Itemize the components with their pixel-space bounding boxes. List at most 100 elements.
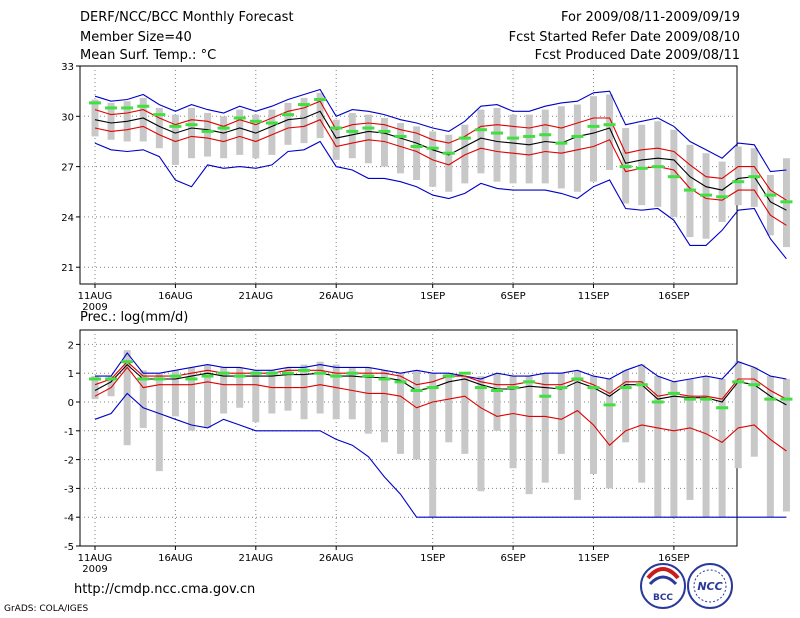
ensemble-box [782,378,790,512]
precipitation-panel: -5 -4 -3 -2 -1 0 1 2 11AUG 16AUG 21AUG 26AUG 1SEP 6SE… [64,329,793,575]
ensemble-box [268,370,276,414]
obs-marker [281,113,294,117]
obs-marker [394,134,407,138]
forecast-period: For 2009/08/11-2009/09/19 [561,10,740,25]
y-tick-label: 2 [68,340,74,351]
obs-marker [330,374,343,378]
ensemble-box [429,131,437,187]
obs-marker [265,371,278,375]
obs-marker [748,383,761,387]
ensemble-box [397,373,405,454]
ensemble-box [445,134,453,192]
y-tick-label: 27 [61,163,74,174]
obs-marker [780,200,793,204]
obs-marker [410,144,423,148]
y-tick-label: -2 [64,456,74,467]
ensemble-box [171,370,179,417]
upper-line [94,100,787,201]
y-tick-label: 24 [61,213,74,224]
obs-marker [153,377,166,381]
ensemble-box [493,107,501,182]
ensemble-box [252,370,260,423]
ensemble-box [107,102,115,140]
ensemble-box [509,114,517,184]
obs-marker [233,374,246,378]
ensemble-box [766,376,774,518]
ensemble-box [316,361,324,414]
obs-marker [651,165,664,169]
obs-marker [378,129,391,133]
ensemble-box [573,370,581,500]
ensemble-box [670,381,678,518]
obs-marker [716,195,729,199]
obs-marker [748,175,761,179]
ensemble-box [557,106,565,189]
ensemble-box [606,94,614,170]
ensemble-box [123,350,131,446]
ensemble-box [204,364,212,428]
obs-marker [89,377,101,381]
obs-marker [426,146,439,150]
obs-marker [619,386,632,390]
ensemble-box [91,99,99,137]
y-tick-label: -4 [64,513,74,524]
obs-marker [619,165,632,169]
obs-marker [153,113,166,117]
x-tick-label: 11SEP [578,291,609,302]
ensemble-box [91,376,99,400]
ensemble-box [493,373,501,431]
ensemble-box [638,364,646,483]
ncc-logo: NCC [687,563,733,609]
obs-marker [667,391,680,395]
ensemble-box [380,117,388,167]
obs-marker [780,397,793,401]
obs-marker [105,106,118,110]
obs-marker [458,371,471,375]
ensemble-box [445,373,453,443]
obs-marker [507,136,520,140]
footer-url[interactable]: http://cmdp.ncc.cma.gov.cn [74,582,256,597]
ensemble-box [139,370,147,428]
obs-marker [732,180,745,184]
obs-marker [201,374,214,378]
x-tick-label: 11SEP [578,553,609,564]
ensemble-box [300,97,308,144]
obs-marker [201,129,214,133]
ensemble-box [236,367,244,408]
obs-marker [474,128,487,132]
x-tick-label: 11AUG [78,291,113,302]
ensemble-box [284,102,292,145]
obs-marker [603,403,616,407]
ensemble-box [187,367,195,431]
obs-marker [137,104,150,108]
min-line [94,392,787,518]
obs-marker [587,386,600,390]
obs-marker [217,371,230,375]
bcc-logo-text: BCC [653,593,673,603]
mean-line [94,363,787,406]
ensemble-box [734,146,742,206]
ensemble-box [589,96,597,182]
obs-marker [137,377,150,381]
ensemble-box [766,175,774,236]
x-tick-label: 16SEP [658,553,689,564]
chart-title: DERF/NCC/BCC Monthly Forecast [80,10,294,25]
obs-marker [394,380,407,384]
x-tick-label: 26AUG [319,291,354,302]
fcst-started-date: Fcst Started Refer Date 2009/08/10 [508,30,740,45]
obs-marker [571,134,584,138]
grads-credit: GrADS: COLA/IGES [4,604,89,614]
ensemble-box [332,119,340,160]
obs-marker [635,383,648,387]
obs-marker [667,175,680,179]
obs-marker [121,360,134,364]
y-tick-label: -5 [64,542,74,553]
variable-label: Mean Surf. Temp.: °C [80,48,217,63]
ensemble-box [204,112,212,157]
obs-marker [491,388,503,392]
obs-marker [555,386,568,390]
ensemble-box [686,378,694,500]
ensemble-box [316,92,324,139]
obs-marker [523,134,536,138]
